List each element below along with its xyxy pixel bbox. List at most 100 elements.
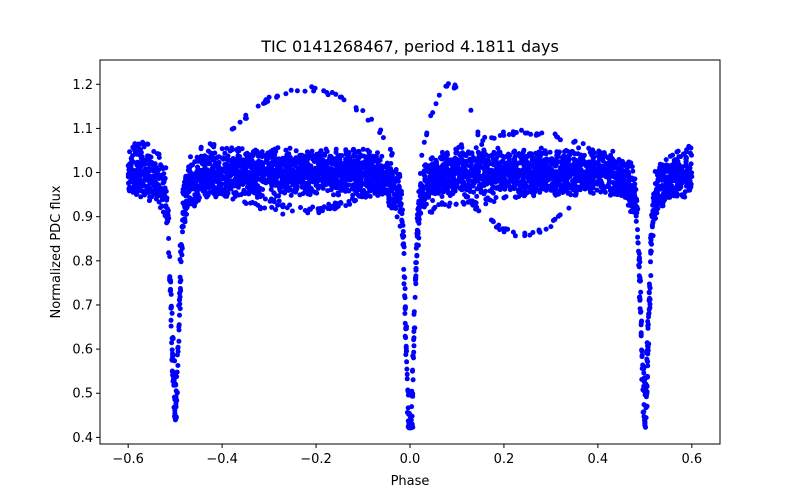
data-point <box>396 186 402 192</box>
data-point <box>268 198 274 204</box>
data-point <box>300 191 306 197</box>
data-point <box>495 145 501 151</box>
data-point <box>422 192 428 198</box>
data-point <box>457 152 463 158</box>
data-point <box>537 229 543 235</box>
data-point <box>252 177 258 182</box>
data-point <box>325 188 331 194</box>
data-point <box>444 184 450 190</box>
data-point <box>262 205 268 211</box>
data-point <box>598 189 604 195</box>
data-point <box>318 148 324 154</box>
data-point <box>451 163 457 168</box>
data-point <box>362 163 368 168</box>
data-point <box>569 148 575 154</box>
data-point <box>179 244 185 249</box>
data-point <box>654 187 660 193</box>
data-point <box>499 175 505 181</box>
data-point <box>640 387 646 393</box>
data-point <box>379 175 385 181</box>
data-point <box>519 152 525 157</box>
y-tick-label: 1.2 <box>72 78 93 93</box>
data-point <box>293 157 299 163</box>
data-point <box>222 162 228 167</box>
data-point <box>156 155 162 160</box>
data-point <box>658 193 664 199</box>
data-point <box>572 138 578 144</box>
data-point <box>331 192 336 198</box>
data-point <box>543 165 549 171</box>
y-tick-label: 0.5 <box>72 387 93 402</box>
x-tick-label: 0.4 <box>588 452 609 467</box>
data-point <box>168 323 174 329</box>
data-point <box>323 146 329 152</box>
data-point <box>516 194 522 199</box>
data-point <box>351 152 357 158</box>
data-point <box>460 199 466 205</box>
data-point <box>192 203 197 209</box>
data-point <box>318 171 324 177</box>
data-point <box>507 178 513 184</box>
data-point <box>401 266 407 272</box>
data-point <box>362 181 368 187</box>
data-point <box>460 184 466 190</box>
data-point <box>617 170 623 176</box>
data-point <box>321 204 327 210</box>
data-point <box>191 171 197 177</box>
data-point <box>174 352 180 358</box>
data-point <box>498 159 504 165</box>
data-point <box>651 207 657 213</box>
data-point <box>237 171 243 177</box>
data-point <box>221 188 227 194</box>
data-point <box>165 206 170 212</box>
data-point <box>141 144 147 150</box>
data-point <box>401 274 407 280</box>
data-point <box>553 173 559 179</box>
data-point <box>554 159 559 165</box>
data-point <box>476 152 482 158</box>
data-point <box>497 133 503 138</box>
data-point <box>225 190 231 196</box>
data-point <box>454 170 460 176</box>
data-point <box>469 178 475 184</box>
data-point <box>646 311 652 317</box>
data-point <box>481 148 487 154</box>
data-point <box>498 163 504 169</box>
data-point <box>496 222 502 228</box>
data-point <box>590 185 596 191</box>
data-point <box>510 229 516 235</box>
data-point <box>387 146 393 152</box>
data-point <box>332 180 338 186</box>
data-point <box>520 175 526 181</box>
data-point <box>372 188 378 194</box>
data-point <box>439 149 445 155</box>
data-point <box>322 175 328 180</box>
data-point <box>276 193 282 199</box>
data-point <box>202 157 208 163</box>
data-point <box>483 196 489 202</box>
data-point <box>176 322 182 328</box>
data-point <box>641 364 647 370</box>
data-point <box>281 159 287 165</box>
data-point <box>683 154 689 160</box>
data-point <box>227 148 233 154</box>
data-point <box>127 168 133 174</box>
data-point <box>271 190 277 196</box>
data-point <box>473 206 479 212</box>
data-point <box>646 298 652 304</box>
data-point <box>394 214 400 220</box>
x-tick-label: 0.0 <box>400 452 421 467</box>
data-point <box>337 157 343 163</box>
data-point <box>399 211 405 217</box>
x-tick-label: 0.2 <box>494 452 515 467</box>
data-point <box>491 178 496 184</box>
data-point <box>636 273 642 279</box>
data-point <box>533 150 539 156</box>
data-point <box>577 169 583 175</box>
data-point <box>199 181 204 187</box>
data-point <box>140 171 146 177</box>
data-point <box>612 159 618 165</box>
data-point <box>495 169 501 175</box>
data-point <box>350 192 356 198</box>
data-point <box>645 347 651 353</box>
